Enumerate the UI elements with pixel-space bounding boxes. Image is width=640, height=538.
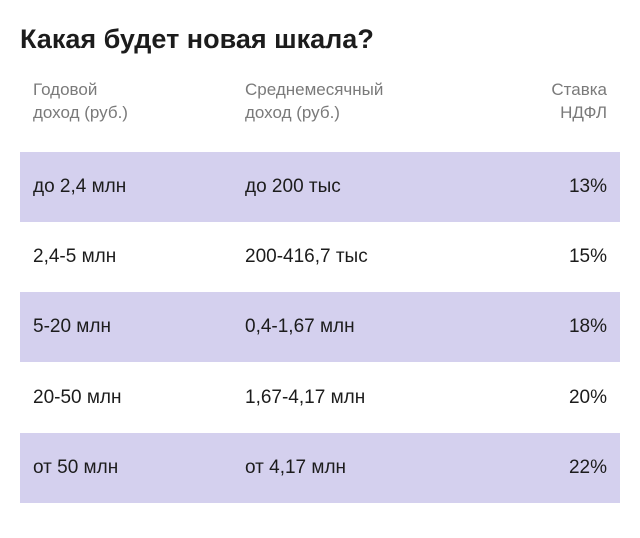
- header-line: НДФЛ: [560, 103, 607, 122]
- table-cell: 1,67-4,17 млн: [245, 387, 366, 408]
- title: Какая будет новая шкала?: [20, 24, 374, 54]
- table-cell: от 4,17 млн: [245, 457, 347, 478]
- table-row: до 2,4 млн до 200 тыс 13%: [20, 152, 620, 222]
- table-cell: 13%: [568, 176, 607, 197]
- header-line: Ставка: [551, 80, 607, 99]
- table-cell: 20%: [568, 387, 607, 408]
- table-cell: 22%: [568, 457, 607, 478]
- table-cell: 20-50 млн: [33, 387, 122, 408]
- table-cell: 200-416,7 тыс: [245, 246, 368, 267]
- table-cell: 5-20 млн: [33, 316, 111, 337]
- header-line: доход (руб.): [33, 103, 128, 122]
- table-cell: от 50 млн: [33, 457, 119, 478]
- table-row: от 50 млн от 4,17 млн 22%: [20, 433, 620, 503]
- column-header: Среднемесячный доход (руб.): [245, 78, 383, 124]
- table-row: 5-20 млн 0,4-1,67 млн 18%: [20, 292, 620, 362]
- column-header: Ставка НДФЛ: [551, 78, 607, 124]
- column-header: Годовой доход (руб.): [33, 78, 128, 124]
- header-line: доход (руб.): [245, 103, 340, 122]
- header-line: Среднемесячный: [245, 80, 384, 99]
- header-line: Годовой: [33, 80, 98, 99]
- table-row: 20-50 млн 1,67-4,17 млн 20%: [20, 363, 620, 433]
- table-row: 2,4-5 млн 200-416,7 тыс 15%: [20, 222, 620, 292]
- table-cell: 2,4-5 млн: [33, 246, 117, 267]
- table-cell: 18%: [568, 316, 607, 337]
- table-cell: 15%: [568, 246, 607, 267]
- table-cell: до 2,4 млн: [33, 176, 127, 197]
- table-cell: 0,4-1,67 млн: [245, 316, 355, 337]
- table-cell: до 200 тыс: [245, 176, 341, 197]
